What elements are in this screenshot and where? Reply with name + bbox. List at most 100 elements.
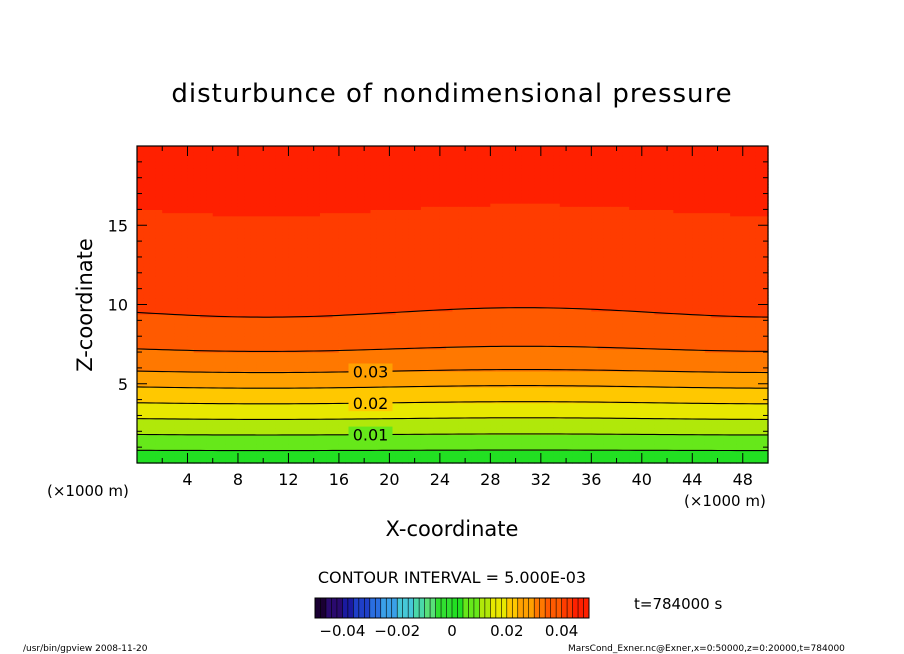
heatmap-cell bbox=[351, 168, 359, 172]
heatmap-cell bbox=[187, 371, 195, 375]
heatmap-cell bbox=[420, 152, 428, 157]
heatmap-cell bbox=[402, 215, 409, 220]
heatmap-cell bbox=[168, 352, 176, 356]
heatmap-cell bbox=[319, 450, 327, 455]
heatmap-cell bbox=[231, 193, 239, 198]
heatmap-cell bbox=[427, 358, 435, 363]
heatmap-cell bbox=[326, 269, 334, 274]
heatmap-cell bbox=[301, 247, 308, 252]
heatmap-cell bbox=[219, 177, 226, 182]
heatmap-cell bbox=[370, 443, 378, 448]
heatmap-cell bbox=[420, 358, 428, 363]
heatmap-cell bbox=[332, 269, 340, 274]
heatmap-cell bbox=[439, 225, 447, 230]
heatmap-cell bbox=[206, 355, 214, 359]
heatmap-cell bbox=[282, 228, 290, 233]
heatmap-cell bbox=[427, 333, 435, 337]
heatmap-cell bbox=[395, 418, 403, 423]
heatmap-cell bbox=[345, 294, 353, 299]
heatmap-cell bbox=[225, 358, 233, 363]
heatmap-cell bbox=[395, 282, 403, 287]
heatmap-cell bbox=[174, 412, 182, 417]
heatmap-cell bbox=[219, 256, 226, 261]
heatmap-cell bbox=[162, 424, 170, 429]
heatmap-cell bbox=[231, 256, 239, 261]
heatmap-cell bbox=[168, 348, 176, 353]
heatmap-cell bbox=[319, 377, 327, 382]
heatmap-cell bbox=[402, 206, 409, 210]
heatmap-cell bbox=[313, 371, 321, 375]
heatmap-cell bbox=[326, 165, 334, 169]
heatmap-cell bbox=[395, 348, 403, 353]
heatmap-cell bbox=[439, 168, 447, 172]
heatmap-cell bbox=[212, 152, 220, 157]
heatmap-cell bbox=[420, 415, 428, 420]
heatmap-cell bbox=[231, 203, 239, 207]
heatmap-cell bbox=[250, 314, 258, 318]
heatmap-cell bbox=[288, 301, 296, 306]
heatmap-cell bbox=[326, 317, 334, 321]
heatmap-cell bbox=[237, 149, 245, 153]
heatmap-cell bbox=[282, 146, 290, 150]
heatmap-cell bbox=[427, 453, 435, 458]
heatmap-cell bbox=[137, 323, 144, 328]
heatmap-cell bbox=[332, 228, 340, 233]
heatmap-cell bbox=[364, 317, 372, 321]
heatmap-cell bbox=[263, 260, 271, 264]
heatmap-cell bbox=[395, 241, 403, 245]
heatmap-cell bbox=[288, 367, 296, 372]
heatmap-cell bbox=[439, 231, 447, 236]
heatmap-cell bbox=[237, 285, 245, 290]
heatmap-cell bbox=[414, 456, 422, 461]
heatmap-cell bbox=[282, 377, 290, 382]
heatmap-cell bbox=[414, 244, 422, 249]
heatmap-cell bbox=[143, 199, 151, 204]
heatmap-cell bbox=[149, 272, 157, 277]
heatmap-cell bbox=[256, 383, 264, 388]
heatmap-cell bbox=[143, 253, 151, 258]
heatmap-cell bbox=[231, 393, 239, 398]
heatmap-cell bbox=[319, 339, 327, 344]
heatmap-cell bbox=[155, 428, 163, 432]
heatmap-cell bbox=[389, 421, 397, 426]
heatmap-cell bbox=[225, 336, 233, 340]
heatmap-cell bbox=[244, 244, 252, 249]
heatmap-cell bbox=[282, 307, 290, 312]
heatmap-cell bbox=[200, 323, 208, 328]
heatmap-cell bbox=[420, 386, 428, 391]
heatmap-cell bbox=[307, 402, 315, 407]
heatmap-cell bbox=[219, 431, 226, 436]
heatmap-cell bbox=[414, 437, 422, 442]
heatmap-cell bbox=[206, 171, 214, 176]
heatmap-cell bbox=[256, 355, 264, 359]
heatmap-cell bbox=[250, 161, 258, 166]
heatmap-cell bbox=[439, 396, 447, 401]
heatmap-cell bbox=[193, 310, 201, 315]
heatmap-cell bbox=[250, 355, 258, 359]
heatmap-cell bbox=[420, 275, 428, 280]
heatmap-cell bbox=[395, 329, 403, 334]
heatmap-cell bbox=[433, 165, 441, 169]
heatmap-cell bbox=[301, 225, 308, 230]
heatmap-cell bbox=[244, 225, 252, 230]
heatmap-cell bbox=[288, 317, 296, 321]
heatmap-cell bbox=[357, 146, 365, 150]
heatmap-cell bbox=[282, 165, 290, 169]
heatmap-cell bbox=[200, 459, 208, 464]
heatmap-cell bbox=[212, 206, 220, 210]
heatmap-cell bbox=[275, 393, 283, 398]
heatmap-cell bbox=[338, 228, 346, 233]
heatmap-cell bbox=[294, 199, 302, 204]
heatmap-cell bbox=[168, 390, 176, 394]
heatmap-cell bbox=[200, 380, 208, 385]
heatmap-cell bbox=[288, 161, 296, 166]
heatmap-cell bbox=[174, 348, 182, 353]
heatmap-cell bbox=[212, 329, 220, 334]
heatmap-cell bbox=[402, 149, 409, 153]
heatmap-cell bbox=[219, 352, 226, 356]
heatmap-cell bbox=[149, 180, 157, 185]
heatmap-cell bbox=[282, 196, 290, 201]
heatmap-cell bbox=[237, 367, 245, 372]
heatmap-cell bbox=[244, 146, 252, 150]
heatmap-cell bbox=[181, 459, 189, 464]
